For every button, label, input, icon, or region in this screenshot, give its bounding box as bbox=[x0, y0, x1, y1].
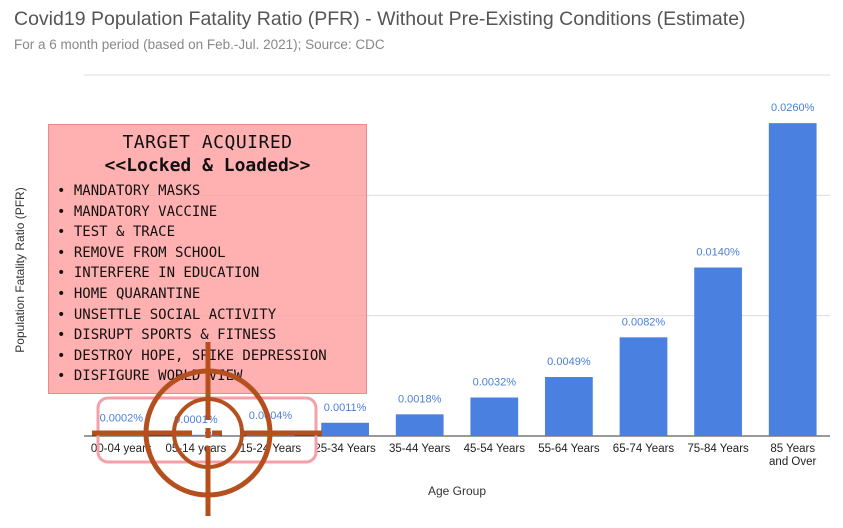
chart-title: Covid19 Population Fatality Ratio (PFR) … bbox=[14, 8, 746, 30]
x-tick-label: 65-74 Years bbox=[613, 443, 675, 455]
bar bbox=[619, 337, 668, 436]
x-tick-label: 85 Years bbox=[770, 443, 815, 455]
x-tick-label: 25-34 Years bbox=[314, 443, 376, 455]
overlay-list-item: DESTROY HOPE, SPIKE DEPRESSION bbox=[57, 346, 366, 367]
bar bbox=[172, 434, 220, 436]
data-label: 0.0032% bbox=[473, 376, 517, 388]
x-tick-label: 35-44 Years bbox=[389, 443, 451, 455]
overlay-list-item: INTERFERE IN EDUCATION bbox=[57, 263, 366, 284]
overlay-list-item: REMOVE FROM SCHOOL bbox=[57, 243, 366, 264]
data-label: 0.0140% bbox=[696, 247, 740, 259]
data-label: 0.0004% bbox=[249, 410, 293, 422]
data-label: 0.0002% bbox=[100, 413, 144, 425]
overlay-subheading: <<Locked & Loaded>> bbox=[104, 155, 311, 176]
x-tick-label: 55-64 Years bbox=[538, 443, 600, 455]
overlay-list-item: MANDATORY MASKS bbox=[57, 181, 366, 202]
bar bbox=[470, 397, 519, 436]
x-tick-label: 15-24 Years bbox=[240, 443, 302, 455]
bar bbox=[694, 267, 742, 436]
overlay-list-item: TEST & TRACE bbox=[57, 222, 366, 243]
overlay-list-item: DISRUPT SPORTS & FITNESS bbox=[57, 325, 366, 346]
overlay-list-item: HOME QUARANTINE bbox=[57, 284, 366, 305]
data-label: 0.0260% bbox=[771, 102, 815, 114]
x-tick-label-line2: and Over bbox=[769, 456, 816, 468]
x-tick-label: 45-54 Years bbox=[464, 443, 526, 455]
x-tick-label: 75-84 Years bbox=[687, 443, 749, 455]
chart-subtitle: For a 6 month period (based on Feb.-Jul.… bbox=[14, 37, 385, 52]
data-label: 0.0011% bbox=[324, 402, 367, 414]
bar bbox=[545, 377, 593, 436]
overlay-heading: TARGET ACQUIRED bbox=[122, 132, 293, 153]
crosshair-center-dot bbox=[205, 430, 211, 436]
x-tick-label: 00-04 years bbox=[91, 443, 152, 455]
data-label: 0.0082% bbox=[622, 316, 666, 328]
bar bbox=[321, 422, 369, 436]
y-axis-label: Population Fatality Ratio (PFR) bbox=[13, 187, 27, 352]
overlay-list-item: MANDATORY VACCINE bbox=[57, 202, 366, 223]
data-label: 0.0049% bbox=[547, 356, 591, 368]
overlay-list-item: UNSETTLE SOCIAL ACTIVITY bbox=[57, 305, 366, 326]
data-label: 0.0018% bbox=[398, 393, 442, 405]
bar bbox=[395, 414, 444, 436]
x-axis-label: Age Group bbox=[428, 484, 486, 498]
overlay-list: MANDATORY MASKSMANDATORY VACCINETEST & T… bbox=[57, 181, 366, 387]
bar bbox=[768, 123, 817, 436]
